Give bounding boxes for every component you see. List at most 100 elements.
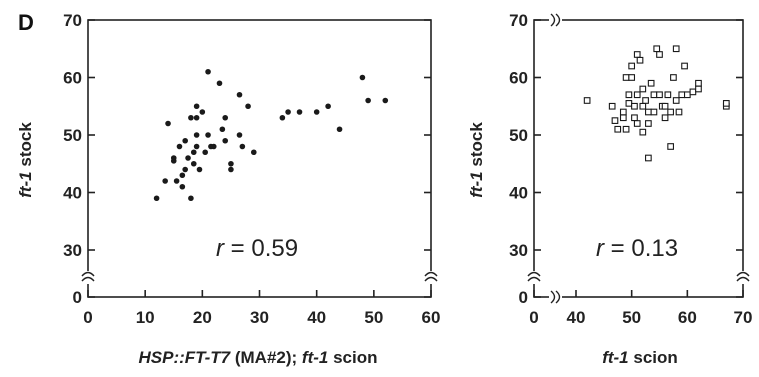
data-point (683, 91, 691, 99)
y-break-arc (527, 276, 541, 282)
data-point (193, 143, 200, 150)
x-tick-label: 10 (136, 308, 155, 327)
data-point (205, 132, 211, 138)
data-point (689, 88, 697, 96)
r-symbol: r (216, 235, 225, 262)
data-point (193, 103, 200, 110)
data-point (173, 178, 180, 184)
data-point (228, 166, 234, 173)
x-axis-label-line: (MA#2); (230, 348, 302, 367)
x-tick-label: 30 (250, 308, 269, 327)
x-tick-label: 20 (193, 308, 212, 327)
panel-letter: D (18, 10, 34, 35)
data-point (695, 85, 702, 93)
y-tick-label: 30 (63, 241, 82, 260)
data-point (631, 102, 638, 110)
data-point (695, 79, 702, 87)
data-point (190, 160, 197, 167)
data-point (636, 56, 644, 64)
data-point (661, 114, 669, 122)
data-point (193, 114, 200, 121)
data-point (653, 45, 661, 53)
x-axis-label-rest: scion (629, 348, 678, 367)
data-point (667, 108, 674, 116)
data-point (625, 100, 633, 107)
x-axis-label-rest: scion (328, 348, 377, 367)
x-break-arc (550, 13, 556, 27)
data-point (645, 154, 652, 162)
x-axis-label: HSP::FT-T7 (MA#2); ft-1 scion (139, 348, 378, 367)
data-point (236, 91, 243, 98)
data-point (222, 114, 229, 121)
x-break-arc (550, 290, 556, 304)
data-point (196, 166, 203, 173)
data-point (608, 102, 616, 110)
x-tick-label: 60 (422, 308, 441, 327)
data-point (639, 128, 647, 136)
data-point (650, 108, 658, 116)
data-point (239, 143, 246, 150)
data-point (285, 109, 291, 115)
data-point (162, 178, 168, 184)
y-tick-label: 60 (63, 69, 82, 88)
data-point (672, 45, 680, 53)
data-point (619, 114, 627, 122)
data-point (633, 120, 641, 127)
y-break-arc (527, 271, 541, 277)
y-tick-label: 40 (63, 184, 82, 203)
data-point (675, 108, 683, 116)
x-axis-label-gene: ft-1 (302, 348, 328, 367)
data-point (359, 74, 366, 81)
y-axis-label-rest: stock (16, 122, 35, 172)
x-axis-label: ft-1 scion (602, 348, 678, 367)
y-tick-label: 50 (63, 126, 82, 145)
x-tick-label: 40 (567, 308, 586, 327)
data-point (656, 91, 663, 99)
data-point (645, 108, 652, 116)
data-point (170, 158, 177, 164)
x-tick-label: 50 (622, 308, 641, 327)
data-point (667, 143, 674, 150)
x-tick-labels: 0 10 20 30 40 50 60 (83, 308, 440, 327)
correlation-annotation: r = 0.13 (596, 235, 678, 262)
data-point (633, 51, 641, 58)
data-point (678, 91, 686, 99)
x-tick-labels: 0 40 50 60 70 (529, 308, 752, 327)
axis-break-marks (81, 271, 438, 284)
data-point (722, 100, 730, 107)
y-axis-label: ft-1 stock (467, 122, 486, 198)
data-point (633, 91, 641, 99)
y-tick-label: 40 (509, 184, 528, 203)
data-point (222, 137, 229, 144)
x-tick-label: 0 (529, 308, 538, 327)
data-point (193, 132, 200, 138)
tick-marks (87, 19, 432, 298)
data-point (296, 109, 303, 115)
data-point (219, 126, 226, 133)
data-point (245, 103, 251, 110)
y-tick-label: 0 (73, 288, 82, 307)
y-tick-label: 0 (519, 288, 528, 307)
data-point (664, 91, 672, 99)
data-point (650, 91, 658, 99)
y-axis-label-gene: ft-1 (467, 171, 486, 197)
data-point (179, 172, 186, 179)
y-tick-label: 70 (509, 11, 528, 30)
data-point (670, 74, 677, 81)
axis-break-marks (527, 13, 750, 304)
data-point (205, 68, 211, 75)
scatter-panel-hsp-ft-t7: 0 30 40 50 60 70 0 10 20 30 40 50 60 r = 0.59 ft-1 … (16, 11, 440, 367)
data-point (185, 155, 191, 161)
data-point (365, 97, 371, 104)
data-point (672, 97, 680, 104)
x-tick-label: 50 (364, 308, 383, 327)
data-point (182, 137, 188, 144)
data-point (188, 114, 194, 121)
y-break-arc (424, 276, 438, 282)
y-axis-label-gene: ft-1 (16, 171, 35, 197)
y-break-arc (81, 276, 95, 282)
y-tick-label: 70 (63, 11, 82, 30)
data-point (681, 62, 688, 70)
tick-marks (533, 19, 744, 298)
scatter-panel-ft-1: 0 30 40 50 60 70 0 40 50 60 70 r = 0.13 ft-1 stoc… (467, 11, 752, 367)
